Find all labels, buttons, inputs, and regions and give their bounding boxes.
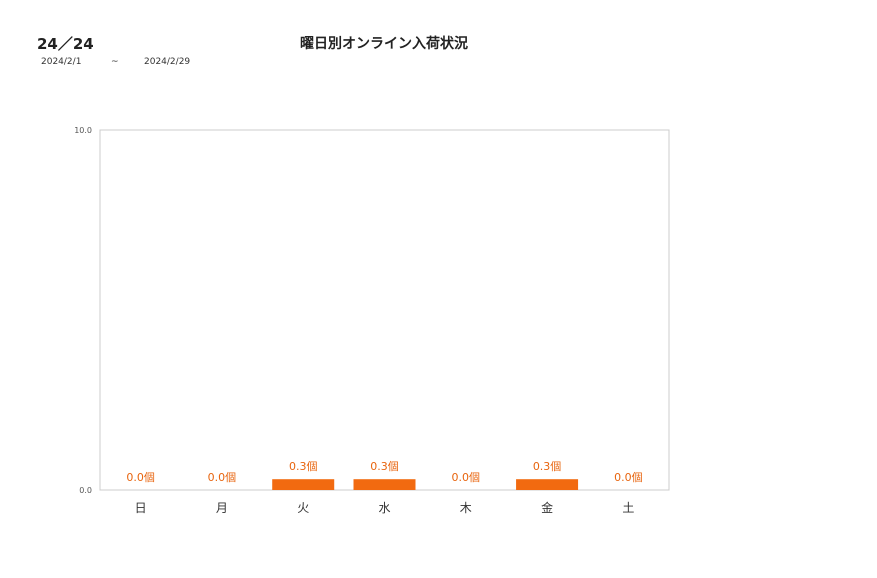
x-tick-label: 日 <box>135 501 147 515</box>
data-label: 0.0個 <box>126 471 155 484</box>
x-tick-label: 土 <box>622 501 634 515</box>
x-tick-label: 木 <box>460 501 472 515</box>
x-axis: 日月火水木金土 <box>135 500 635 515</box>
data-label: 0.0個 <box>452 471 481 484</box>
data-label: 0.0個 <box>208 471 237 484</box>
y-tick-label: 10.0 <box>74 126 92 135</box>
y-tick-label: 0.0 <box>79 486 92 495</box>
x-tick-label: 金 <box>541 500 553 515</box>
x-tick-label: 月 <box>216 501 228 515</box>
data-label: 0.3個 <box>370 460 399 473</box>
bar <box>272 479 335 490</box>
bar <box>516 479 579 490</box>
data-label: 0.3個 <box>289 460 318 473</box>
bar <box>353 479 416 490</box>
period-start: 2024/2/1 <box>41 57 82 67</box>
y-axis: 0.0 10.0 <box>74 126 92 495</box>
period-separator: ~ <box>111 57 119 67</box>
report-code: 24／24 <box>37 35 94 53</box>
data-label: 0.3個 <box>533 460 562 473</box>
data-label: 0.0個 <box>614 471 643 484</box>
period-end: 2024/2/29 <box>144 57 191 67</box>
chart-title: 曜日別オンライン入荷状況 <box>300 36 468 52</box>
x-tick-label: 水 <box>378 501 390 515</box>
x-tick-label: 火 <box>297 501 309 515</box>
data-labels: 0.0個 0.0個 0.3個 0.3個 0.0個 0.3個 0.0個 <box>126 460 642 484</box>
bar-series <box>272 479 579 490</box>
plot-frame <box>99 129 670 491</box>
